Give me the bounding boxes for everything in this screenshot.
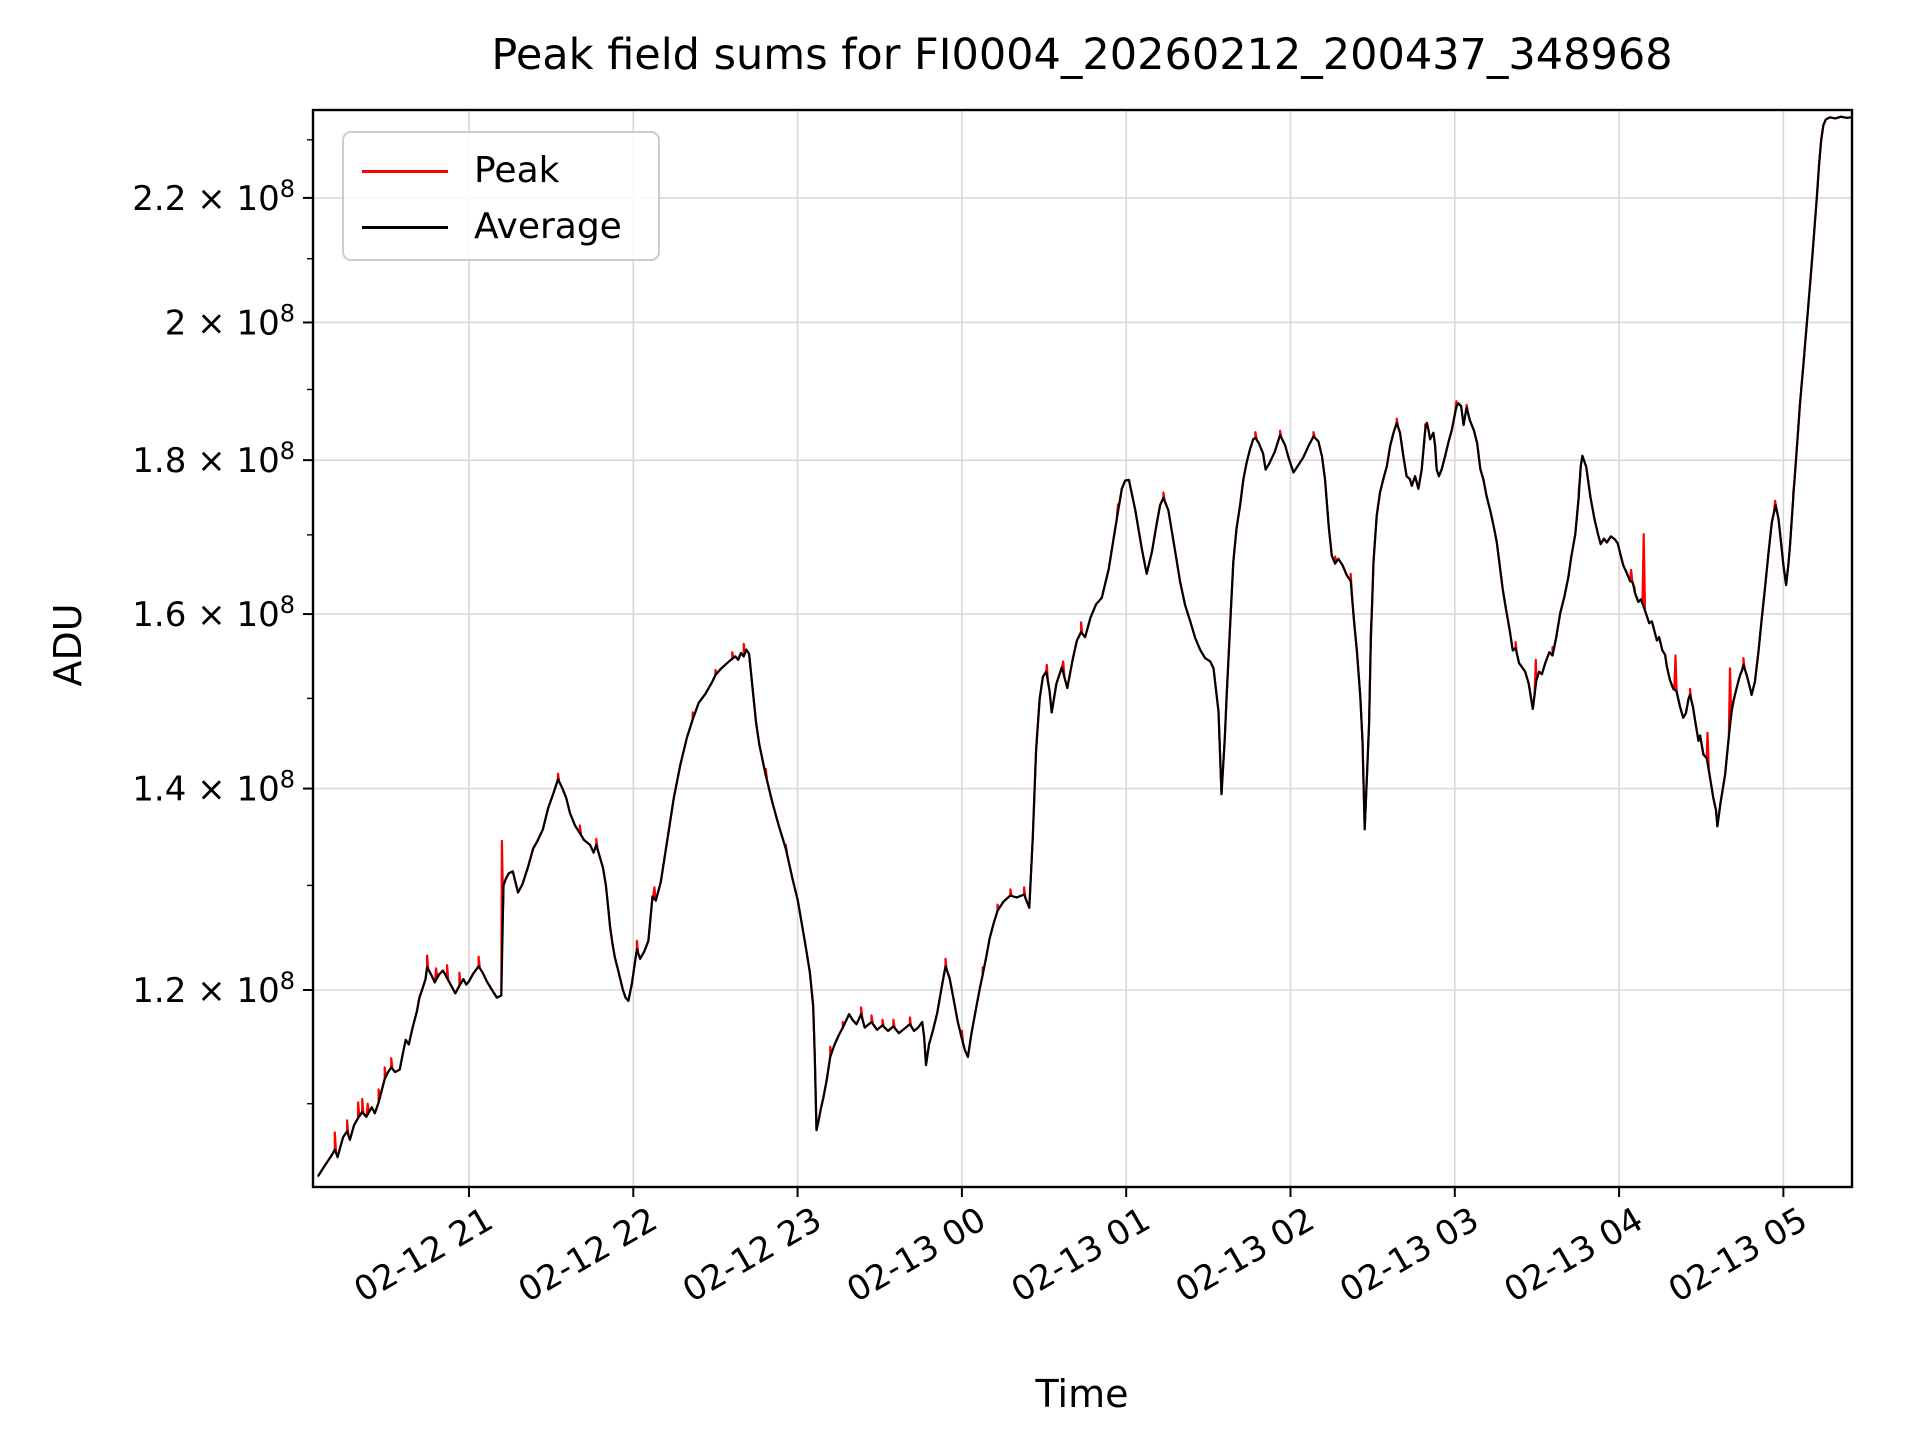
x-tick-label: 02-13 04 xyxy=(1498,1200,1650,1311)
y-axis-label: ADU xyxy=(46,603,90,687)
legend-label-peak: Peak xyxy=(474,150,560,191)
y-tick-label: 1.4 × 108 xyxy=(132,766,295,810)
peak-series-line xyxy=(317,115,1852,1177)
x-tick-label: 02-12 23 xyxy=(676,1200,828,1311)
x-tick-label: 02-13 01 xyxy=(1005,1200,1157,1311)
chart-title: Peak field sums for FI0004_20260212_2004… xyxy=(491,30,1673,80)
legend-label-average: Average xyxy=(474,206,622,247)
average-series-line xyxy=(317,115,1852,1177)
y-tick-label: 1.2 × 108 xyxy=(132,967,295,1011)
peak-line-swatch xyxy=(362,169,448,173)
tick-marks xyxy=(303,139,1785,1197)
x-axis-label: Time xyxy=(1035,1372,1129,1416)
gridlines xyxy=(313,110,1852,1187)
legend-item-peak: Peak xyxy=(362,143,658,199)
x-tick-label: 02-12 21 xyxy=(348,1200,500,1311)
tick-labels: 02-12 21 02-12 22 02-12 23 02-13 00 02-13 01… xyxy=(132,175,1814,1311)
legend-item-average: Average xyxy=(362,199,658,255)
legend: Peak Average xyxy=(342,131,660,261)
x-tick-label: 02-13 05 xyxy=(1662,1200,1814,1311)
x-tick-label: 02-12 22 xyxy=(512,1200,664,1311)
axes-spines xyxy=(311,108,1854,1189)
y-tick-label: 2.2 × 108 xyxy=(132,175,295,219)
x-tick-label: 02-13 03 xyxy=(1333,1200,1485,1311)
y-tick-label: 1.6 × 108 xyxy=(132,591,295,635)
average-line-swatch xyxy=(362,225,448,229)
y-tick-label: 2 × 108 xyxy=(165,299,295,343)
x-tick-label: 02-13 00 xyxy=(840,1200,992,1311)
y-tick-label: 1.8 × 108 xyxy=(132,437,295,481)
x-tick-label: 02-13 02 xyxy=(1169,1200,1321,1311)
